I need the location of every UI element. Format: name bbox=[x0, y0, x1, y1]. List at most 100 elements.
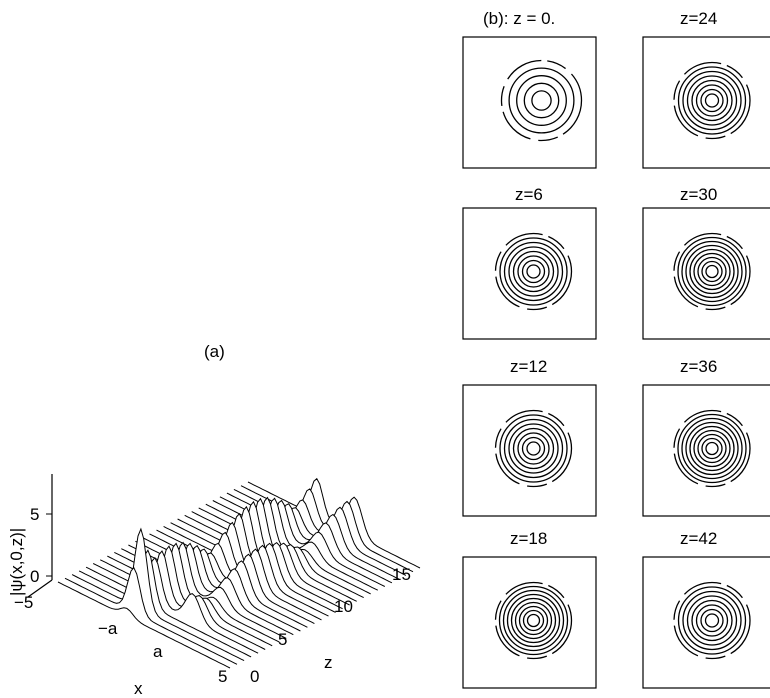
contour-ring bbox=[499, 237, 568, 306]
contour-ring bbox=[673, 581, 751, 660]
panel-a-tick-labels: 0 5 −5 −a a 5 x 0 5 10 15 z |ψ(x,0,z)| bbox=[7, 505, 411, 698]
contour-ring bbox=[682, 590, 742, 651]
contour-box bbox=[462, 384, 597, 517]
depth-axis-label: z bbox=[324, 653, 333, 672]
contour-ring bbox=[512, 250, 555, 293]
contour-ring bbox=[506, 593, 561, 648]
subplot-title-4: z=30 bbox=[680, 185, 718, 204]
contour-ring bbox=[673, 409, 751, 488]
contour-ring bbox=[701, 437, 723, 460]
contour-ring bbox=[526, 613, 541, 628]
contour-ring bbox=[518, 605, 549, 636]
contour-ring bbox=[498, 585, 569, 656]
contour-ring bbox=[686, 75, 738, 126]
contour-ring bbox=[677, 413, 747, 484]
contour-ring bbox=[503, 418, 564, 479]
waterfall-profile bbox=[128, 544, 301, 632]
panel-a-axes bbox=[27, 474, 53, 598]
waterfall-profile bbox=[92, 550, 266, 650]
contour-box bbox=[642, 36, 770, 169]
contour-ring bbox=[516, 75, 567, 126]
depth-tick-10: 10 bbox=[334, 597, 353, 616]
contour-ring bbox=[510, 597, 557, 644]
contour-ring bbox=[508, 67, 575, 134]
waterfall-profile bbox=[71, 527, 245, 662]
subplot-title-8: z=42 bbox=[680, 529, 718, 548]
contour-ring bbox=[521, 436, 546, 461]
depth-tick-5: 5 bbox=[278, 630, 287, 649]
contour-ring bbox=[523, 82, 560, 119]
contour-ring bbox=[521, 259, 546, 284]
subplot-title-2: z=24 bbox=[680, 9, 718, 28]
contour-ring bbox=[500, 59, 583, 142]
subplot-title-7: z=18 bbox=[510, 529, 548, 548]
contour-ring bbox=[512, 427, 555, 470]
contour-ring bbox=[685, 421, 739, 476]
contour-ring bbox=[693, 252, 731, 291]
contour-ring bbox=[526, 264, 541, 279]
contour-ring bbox=[494, 232, 573, 311]
waterfall-profile bbox=[64, 566, 238, 665]
contour-ring bbox=[508, 423, 559, 474]
x-tick-5: 5 bbox=[218, 667, 227, 686]
contour-ring bbox=[494, 581, 573, 660]
contour-ring bbox=[681, 240, 743, 303]
contour-ring bbox=[673, 61, 751, 140]
contour-ring bbox=[517, 255, 550, 288]
contour-ring bbox=[494, 409, 573, 488]
depth-tick-15: 15 bbox=[392, 565, 411, 584]
x-tick-neg5: −5 bbox=[14, 593, 33, 612]
contour-ring bbox=[695, 604, 729, 637]
contour-box bbox=[642, 384, 770, 517]
contour-ring bbox=[514, 601, 553, 640]
contour-ring bbox=[691, 599, 733, 642]
contour-ring bbox=[691, 79, 733, 122]
contour-ring bbox=[508, 246, 559, 297]
x-tick-neg-a: −a bbox=[98, 619, 118, 638]
contour-ring bbox=[704, 613, 720, 628]
waterfall-profile bbox=[85, 556, 259, 654]
contour-ring bbox=[697, 256, 727, 287]
contour-ring bbox=[697, 433, 727, 464]
contour-ring bbox=[673, 232, 751, 311]
subplot-title-1: (b): z = 0. bbox=[483, 9, 556, 28]
contour-ring bbox=[705, 441, 719, 456]
x-axis-label: x bbox=[134, 679, 143, 698]
panel-a-surface-plot: 0 5 −5 −a a 5 x 0 5 10 15 z |ψ(x,0,z)| bbox=[7, 474, 421, 698]
contour-ring bbox=[503, 241, 564, 302]
contour-ring bbox=[689, 248, 735, 295]
contour-ring bbox=[686, 595, 738, 646]
contour-ring bbox=[499, 414, 568, 483]
contour-box bbox=[642, 207, 770, 340]
contour-ring bbox=[695, 84, 729, 117]
contour-box bbox=[642, 556, 770, 689]
contour-ring bbox=[531, 90, 552, 111]
contour-box bbox=[462, 36, 597, 169]
panel-a-label: (a) bbox=[204, 342, 225, 361]
contour-box bbox=[462, 556, 597, 689]
subplot-title-3: z=6 bbox=[515, 185, 543, 204]
contour-ring bbox=[700, 608, 724, 633]
contour-ring bbox=[705, 264, 719, 279]
subplot-title-5: z=12 bbox=[510, 357, 548, 376]
waterfall-profile bbox=[57, 581, 231, 669]
contour-ring bbox=[700, 88, 724, 113]
contour-ring bbox=[526, 441, 541, 456]
contour-ring bbox=[701, 260, 723, 283]
z-tick-5: 5 bbox=[30, 505, 39, 524]
waterfall-lines bbox=[57, 477, 421, 670]
z-axis-label: |ψ(x,0,z)| bbox=[7, 528, 26, 596]
contour-ring bbox=[681, 417, 743, 480]
contour-ring bbox=[689, 425, 735, 472]
contour-ring bbox=[682, 70, 742, 131]
contour-ring bbox=[677, 66, 747, 135]
depth-tick-0: 0 bbox=[250, 667, 259, 686]
contour-ring bbox=[502, 589, 565, 652]
contour-ring bbox=[517, 432, 550, 465]
contour-ring bbox=[677, 236, 747, 307]
contour-ring bbox=[704, 93, 720, 108]
contour-box bbox=[462, 207, 597, 340]
x-tick-a: a bbox=[153, 642, 163, 661]
waterfall-profile bbox=[212, 499, 386, 587]
